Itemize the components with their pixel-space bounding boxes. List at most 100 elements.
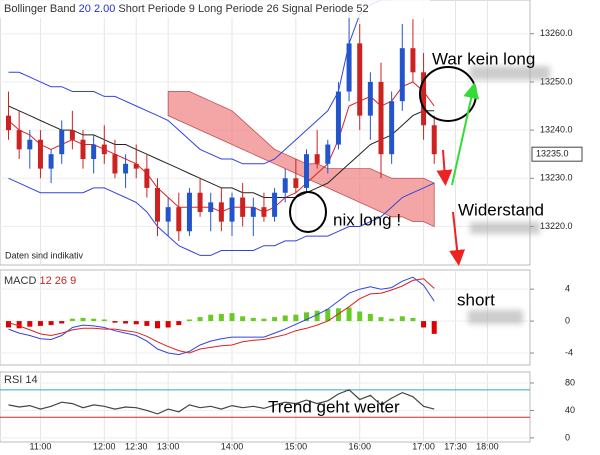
x-tick-label: 14:00: [221, 441, 244, 451]
price-box: [531, 146, 583, 162]
candle-body: [272, 192, 278, 217]
candle-body: [421, 72, 427, 126]
candle-body: [133, 163, 139, 169]
header-bg: [0, 0, 430, 18]
annotation: short: [457, 290, 495, 309]
legend: MACD 12 26 9: [4, 275, 76, 287]
histogram-bar: [165, 321, 171, 328]
histogram-bar: [69, 318, 75, 322]
candle-body: [240, 197, 246, 217]
x-tick-label: 16:00: [348, 441, 371, 451]
plot: 11:00 12:00 12:30 13:00 14:00 15:00 16:00 17:00…: [0, 0, 583, 451]
candle-body: [250, 207, 256, 217]
histogram-bar: [101, 319, 107, 322]
candle-body: [69, 130, 75, 140]
histogram-bar: [208, 314, 214, 322]
overlay-line: [8, 177, 435, 256]
candle-body: [346, 43, 352, 92]
param: 2.00: [94, 3, 115, 15]
histogram-bar: [6, 321, 12, 328]
rsi-line: [8, 389, 435, 415]
y-tick-label: 80: [565, 377, 575, 387]
y-tick-label: -4: [565, 347, 573, 357]
candle-body: [80, 139, 86, 159]
candle-body: [123, 163, 129, 174]
y-tick-label: 4: [565, 284, 570, 294]
smudge: [470, 222, 540, 234]
histogram-bar: [357, 311, 363, 322]
histogram-bar: [133, 321, 139, 325]
candle-body: [399, 48, 405, 102]
candle-body: [410, 48, 416, 73]
arrow: [449, 211, 466, 266]
histogram-bar: [48, 321, 54, 326]
histogram-bar: [176, 321, 182, 326]
legend: Bollinger Band 20 2.00 Short Periode 9 L…: [4, 3, 369, 15]
histogram-bar: [59, 321, 65, 324]
histogram-bar: [186, 319, 192, 322]
candle-body: [314, 154, 320, 164]
cloud: [167, 91, 435, 228]
label: Bollinger Band: [4, 3, 76, 15]
macd-line: [8, 278, 435, 354]
label: Signal Periode: [282, 3, 354, 15]
headers: Bollinger Band 20 2.00 Short Periode 9 L…: [0, 0, 430, 386]
candle-body: [112, 154, 118, 174]
histogram-bar: [378, 317, 384, 322]
candle-body: [208, 202, 214, 212]
overlay-line: [8, 105, 435, 198]
y-tick-label: 13220.0: [540, 221, 573, 231]
histogram-bar: [282, 315, 288, 322]
candle-body: [37, 139, 43, 169]
candle-body: [16, 130, 22, 150]
candle-body: [101, 144, 107, 155]
param: 12: [39, 275, 51, 287]
y-tick-label: 0: [565, 432, 570, 442]
candle-body: [155, 187, 161, 222]
y-tick-label: 13240.0: [540, 124, 573, 134]
histogram-bar: [155, 321, 161, 329]
histogram-bar: [293, 314, 299, 322]
histogram-bar: [144, 321, 150, 326]
macd-line: [8, 276, 435, 356]
candle-body: [218, 202, 224, 222]
histogram-bar: [346, 307, 352, 322]
arrow: [451, 82, 480, 186]
candle-body: [357, 43, 363, 116]
histogram-bar: [272, 317, 278, 322]
macd-panel: [0, 269, 531, 366]
candle-body: [27, 139, 33, 150]
circle: [289, 191, 327, 233]
x-tick-label: 17:30: [444, 441, 467, 451]
candle-body: [176, 207, 182, 232]
candle-body: [389, 101, 395, 155]
candle-body: [282, 178, 288, 193]
histogram-bar: [112, 321, 118, 323]
label: RSI: [4, 374, 22, 386]
candle-body: [367, 81, 373, 116]
note: Daten sind indikativ: [5, 250, 84, 260]
param: 52: [356, 3, 368, 15]
x-tick-label: 15:00: [285, 441, 308, 451]
candle-body: [197, 192, 203, 212]
param: 26: [55, 275, 67, 287]
annotation: Trend geht weiter: [268, 397, 400, 416]
histogram-bar: [325, 309, 331, 322]
candle-body: [48, 154, 54, 169]
x-tick-label: 12:00: [93, 441, 116, 451]
candle-body: [335, 91, 341, 145]
annotation: Widerstand: [458, 200, 544, 219]
histogram-bar: [261, 318, 267, 322]
histogram-bar: [27, 321, 33, 327]
candle-body: [91, 144, 97, 159]
label: Long Periode: [198, 3, 263, 15]
candle-body: [325, 144, 331, 164]
label: MACD: [4, 275, 36, 287]
histogram-bar: [389, 318, 395, 322]
param: 9: [70, 275, 76, 287]
histogram-bar: [335, 308, 341, 322]
histogram-bar: [421, 321, 427, 328]
annotation: War kein long: [432, 49, 535, 68]
histogram-bar: [367, 313, 373, 322]
